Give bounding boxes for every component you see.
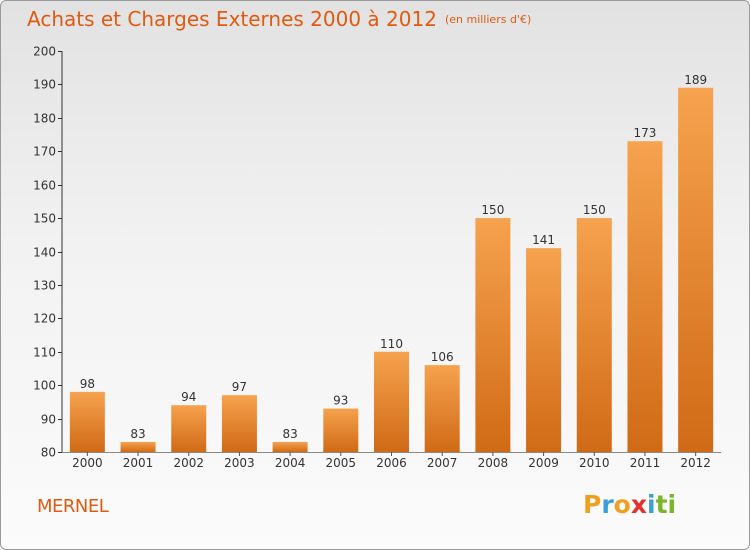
y-tick-label: 130 xyxy=(33,279,56,293)
logo-letter: o xyxy=(613,490,631,519)
bar xyxy=(526,248,562,452)
bar xyxy=(374,351,409,452)
bar-value-label: 150 xyxy=(583,203,606,217)
bar-value-label: 106 xyxy=(431,350,454,364)
y-tick-label: 100 xyxy=(33,379,56,393)
logo-letter: r xyxy=(601,490,614,519)
y-tick-label: 110 xyxy=(33,346,56,360)
bar-value-label: 94 xyxy=(181,390,196,404)
bar-value-label: 110 xyxy=(380,337,403,351)
bar xyxy=(475,218,511,452)
bar-value-label: 150 xyxy=(481,203,504,217)
bar-value-label: 97 xyxy=(232,380,247,394)
y-tick-label: 200 xyxy=(33,45,56,59)
y-tick-label: 160 xyxy=(33,179,56,193)
bar-value-label: 93 xyxy=(333,394,348,408)
x-tick-label: 2000 xyxy=(72,456,103,470)
x-tick-label: 2009 xyxy=(528,456,559,470)
bar-value-label: 173 xyxy=(634,126,657,140)
brand-logo: Proxiti xyxy=(583,490,676,519)
logo-letter: x xyxy=(630,490,647,519)
y-tick-label: 120 xyxy=(33,312,56,326)
bar-value-label: 189 xyxy=(684,73,707,87)
bars-group xyxy=(69,87,714,452)
x-tick-label: 2012 xyxy=(680,456,711,470)
x-tick-label: 2007 xyxy=(427,456,458,470)
bar xyxy=(424,365,460,452)
bar xyxy=(69,391,105,452)
y-tick-label: 90 xyxy=(41,413,56,427)
bar-value-label: 98 xyxy=(80,377,95,391)
x-tick-label: 2001 xyxy=(123,456,154,470)
bar xyxy=(576,218,612,452)
x-tick-label: 2004 xyxy=(275,456,306,470)
x-tick-label: 2011 xyxy=(630,456,661,470)
bar-value-label: 141 xyxy=(532,233,555,247)
y-tick-label: 180 xyxy=(33,112,56,126)
chart-subtitle: (en milliers d'€) xyxy=(444,13,532,26)
axes-group xyxy=(58,51,721,456)
labels-group: 80 90 100 110 120 130 140 150 160 170 180 190 200 98 2… xyxy=(33,45,711,471)
logo-letter: i xyxy=(647,490,656,519)
x-tick-label: 2010 xyxy=(579,456,610,470)
x-tick-label: 2003 xyxy=(224,456,255,470)
bar xyxy=(221,395,257,452)
commune-name: MERNEL xyxy=(37,496,109,517)
bar xyxy=(272,441,308,452)
bar xyxy=(120,441,156,452)
bar-value-label: 83 xyxy=(282,427,297,441)
y-tick-label: 170 xyxy=(33,145,56,159)
logo-letter: P xyxy=(583,490,602,519)
x-tick-label: 2002 xyxy=(173,456,204,470)
y-tick-label: 140 xyxy=(33,246,56,260)
bar xyxy=(627,141,663,452)
x-tick-label: 2008 xyxy=(478,456,509,470)
y-tick-label: 150 xyxy=(33,212,56,226)
bar xyxy=(678,87,714,452)
chart-title: Achats et Charges Externes 2000 à 2012 xyxy=(27,7,437,31)
logo-letter: ti xyxy=(655,490,677,519)
y-tick-label: 80 xyxy=(41,446,56,460)
x-tick-label: 2005 xyxy=(326,456,357,470)
x-tick-label: 2006 xyxy=(376,456,407,470)
chart-title-block: Achats et Charges Externes 2000 à 2012 (e… xyxy=(27,7,531,31)
bar xyxy=(323,408,359,452)
bar-value-label: 83 xyxy=(130,427,145,441)
bar xyxy=(171,405,207,452)
y-tick-label: 190 xyxy=(33,78,56,92)
